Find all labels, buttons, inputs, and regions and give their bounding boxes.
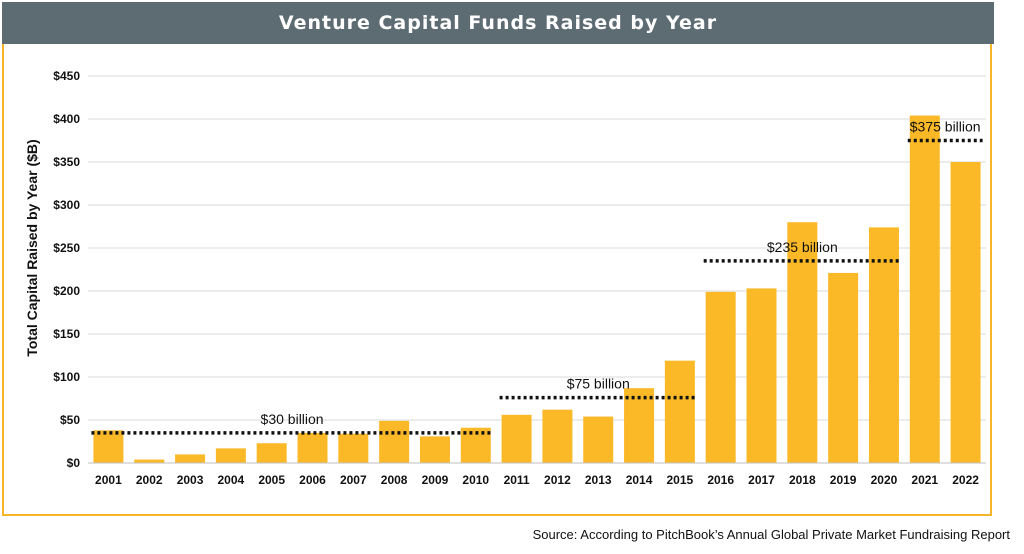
bar-2014 (624, 388, 655, 463)
bar-2021 (909, 115, 940, 463)
x-tick-label: 2001 (95, 473, 122, 487)
bar-2018 (787, 222, 818, 463)
bar-2002 (134, 459, 165, 463)
chart-title: Venture Capital Funds Raised by Year (278, 12, 718, 34)
x-tick-label: 2013 (585, 473, 612, 487)
y-tick-label: $450 (53, 69, 80, 83)
bar-2006 (297, 432, 328, 463)
x-tick-label: 2016 (707, 473, 734, 487)
average-label: $30 billion (261, 411, 324, 427)
bar-2004 (215, 448, 246, 463)
bar-2012 (542, 409, 573, 463)
bars (93, 115, 981, 463)
bar-2020 (868, 227, 899, 463)
x-tick-label: 2021 (911, 473, 938, 487)
x-tick-label: 2019 (830, 473, 857, 487)
x-tick-label: 2011 (504, 473, 530, 487)
x-tick-label: 2004 (218, 473, 245, 487)
bar-2013 (583, 416, 614, 463)
bar-2015 (664, 360, 695, 463)
x-tick-label: 2010 (462, 473, 489, 487)
bar-2016 (705, 291, 736, 463)
axes: $0 $50 $100 $150 $200 $250 $300 $350 $400 $450 200… (53, 69, 986, 487)
average-label: $375 billion (910, 119, 981, 135)
average-label: $75 billion (567, 376, 630, 392)
y-tick-label: $50 (60, 413, 80, 427)
bar-2009 (419, 436, 450, 463)
y-tick-label: $350 (53, 155, 80, 169)
x-tick-label: 2022 (952, 473, 979, 487)
y-tick-label: $0 (67, 456, 81, 470)
x-tick-label: 2018 (789, 473, 816, 487)
y-axis-label: Total Capital Raised by Year ($B) (24, 139, 40, 356)
x-tick-label: 2006 (299, 473, 326, 487)
bar-2019 (828, 272, 859, 463)
x-tick-label: 2020 (871, 473, 898, 487)
y-tick-label: $200 (53, 284, 80, 298)
x-tick-label: 2008 (381, 473, 408, 487)
x-tick-label: 2014 (626, 473, 653, 487)
y-tick-label: $250 (53, 241, 80, 255)
title-bar: Venture Capital Funds Raised by Year (2, 2, 994, 44)
bar-2007 (338, 433, 369, 463)
bar-2001 (93, 430, 124, 463)
y-tick-label: $300 (53, 198, 80, 212)
y-tick-label: $100 (53, 370, 80, 384)
annotations: $30 billion $75 billion $235 billion $375 b… (91, 119, 983, 435)
source-note: Source: According to PitchBook’s Annual … (532, 527, 1010, 542)
x-tick-label: 2005 (258, 473, 285, 487)
bar-2022 (950, 162, 981, 463)
bar-2017 (746, 288, 777, 463)
average-label: $235 billion (767, 239, 838, 255)
chart-frame (2, 44, 992, 516)
x-tick-label: 2012 (544, 473, 571, 487)
x-tick-label: 2009 (422, 473, 449, 487)
x-tick-label: 2002 (136, 473, 163, 487)
bar-2008 (379, 420, 410, 463)
bar-2005 (256, 443, 287, 463)
x-tick-label: 2007 (340, 473, 367, 487)
x-tick-label: 2003 (177, 473, 204, 487)
y-tick-label: $150 (53, 327, 80, 341)
bar-2003 (175, 454, 206, 463)
bar-2011 (501, 414, 532, 463)
x-tick-label: 2015 (667, 473, 694, 487)
x-tick-label: 2017 (748, 473, 775, 487)
y-tick-label: $400 (53, 112, 80, 126)
